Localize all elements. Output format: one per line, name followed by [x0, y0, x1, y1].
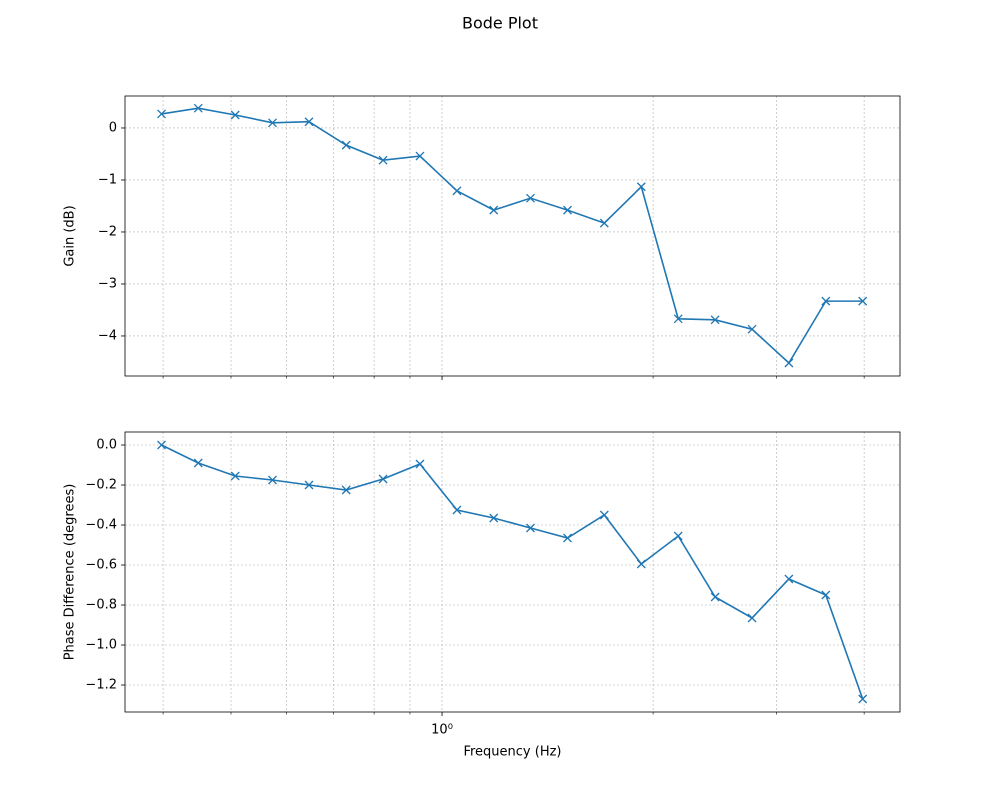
data-marker	[784, 358, 794, 368]
axes-frame	[124, 95, 901, 377]
data-marker	[452, 505, 462, 515]
y-tick-label: −0.4	[85, 518, 117, 533]
data-marker	[304, 117, 314, 127]
data-marker	[452, 186, 462, 196]
data-marker	[747, 324, 757, 334]
data-marker	[415, 151, 425, 161]
y-axis-label: Gain (dB)	[63, 205, 78, 266]
data-marker	[710, 315, 720, 325]
data-marker	[489, 513, 499, 523]
data-marker	[636, 182, 646, 192]
y-tick-label: −0.2	[85, 478, 117, 493]
y-tick-label: −0.8	[85, 598, 117, 613]
data-marker	[858, 694, 868, 704]
data-marker	[673, 531, 683, 541]
y-tick-label: −1.0	[85, 638, 117, 653]
x-tick-label: 10⁰	[431, 723, 453, 738]
y-tick-label: −4	[98, 328, 117, 343]
data-marker	[710, 592, 720, 602]
data-marker	[821, 296, 831, 306]
data-marker	[193, 458, 203, 468]
data-marker	[268, 475, 277, 485]
x-axis-label: Frequency (Hz)	[463, 745, 561, 760]
data-marker	[636, 559, 646, 569]
data-marker	[747, 613, 757, 623]
y-axis-label: Phase Difference (degrees)	[63, 484, 78, 661]
data-line	[161, 444, 864, 700]
data-marker	[526, 193, 535, 203]
y-tick-label: −2	[98, 224, 117, 239]
data-marker	[599, 510, 609, 520]
data-line	[161, 107, 863, 365]
data-marker	[563, 533, 572, 543]
y-tick-label: −3	[98, 276, 117, 291]
data-marker	[341, 140, 351, 150]
data-marker	[526, 523, 535, 533]
data-marker	[341, 485, 351, 495]
data-marker	[784, 574, 794, 584]
y-tick-label: 0.0	[96, 438, 117, 453]
data-marker	[157, 109, 166, 119]
data-marker	[304, 480, 314, 490]
data-marker	[563, 205, 572, 215]
data-marker	[193, 103, 203, 113]
y-tick-label: −1.2	[85, 678, 117, 693]
y-tick-label: −1	[98, 172, 117, 187]
data-marker	[858, 296, 868, 306]
axes-frame	[124, 431, 901, 713]
data-marker	[230, 471, 240, 481]
data-marker	[378, 155, 388, 165]
data-marker	[489, 205, 499, 215]
figure-title: Bode Plot	[462, 14, 538, 33]
data-marker	[599, 218, 609, 228]
data-marker	[268, 118, 277, 128]
y-tick-label: 0	[109, 120, 117, 135]
data-marker	[415, 459, 425, 469]
data-marker	[157, 440, 166, 450]
data-marker	[378, 474, 388, 484]
data-marker	[673, 314, 683, 324]
data-marker	[821, 590, 831, 600]
data-marker	[230, 110, 240, 120]
y-tick-label: −0.6	[85, 558, 117, 573]
